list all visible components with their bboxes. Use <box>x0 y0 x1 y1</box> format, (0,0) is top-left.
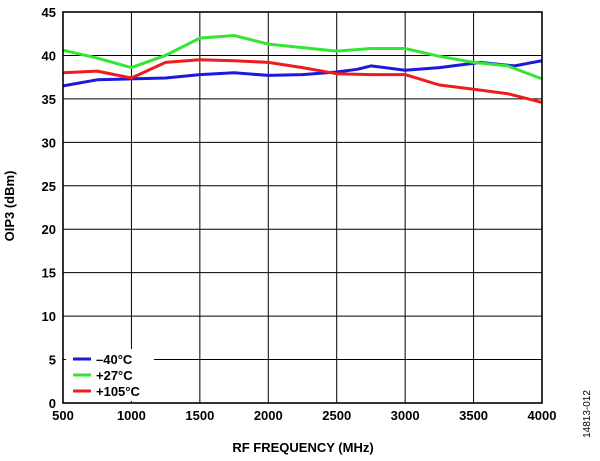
x-tick-label: 3000 <box>391 408 420 423</box>
series-line <box>62 58 543 104</box>
x-axis-ticks: 500 1000 1500 2000 2500 3000 3500 4000 <box>52 408 556 423</box>
x-tick-label: 500 <box>52 408 74 423</box>
series-line <box>62 59 543 88</box>
y-tick-label: 25 <box>42 179 56 194</box>
grid-lines <box>63 12 542 403</box>
legend-label: –40°C <box>96 352 133 367</box>
y-tick-label: 35 <box>42 92 56 107</box>
x-axis-label: RF FREQUENCY (MHz) <box>232 440 373 455</box>
x-tick-label: 2500 <box>322 408 351 423</box>
y-tick-label: 40 <box>42 48 56 63</box>
y-tick-label: 15 <box>42 266 56 281</box>
legend: –40°C+27°C+105°C <box>66 349 154 401</box>
y-tick-label: 45 <box>42 5 56 20</box>
x-tick-label: 4000 <box>528 408 557 423</box>
y-tick-label: 20 <box>42 222 56 237</box>
series-line <box>62 34 543 81</box>
series-lines <box>62 34 543 104</box>
y-tick-label: 30 <box>42 135 56 150</box>
y-axis-ticks: 0 5 10 15 20 25 30 35 40 45 <box>42 5 56 411</box>
x-tick-label: 1000 <box>117 408 146 423</box>
legend-label: +105°C <box>96 384 140 399</box>
plot-frame <box>62 11 543 404</box>
x-tick-label: 3500 <box>459 408 488 423</box>
x-tick-label: 1500 <box>185 408 214 423</box>
figure-id: 14813-012 <box>582 390 593 438</box>
y-tick-label: 5 <box>49 353 56 368</box>
legend-label: +27°C <box>96 368 133 383</box>
y-tick-label: 10 <box>42 309 56 324</box>
y-axis-label: OIP3 (dBm) <box>2 171 17 242</box>
x-tick-label: 2000 <box>254 408 283 423</box>
y-tick-label: 0 <box>49 396 56 411</box>
